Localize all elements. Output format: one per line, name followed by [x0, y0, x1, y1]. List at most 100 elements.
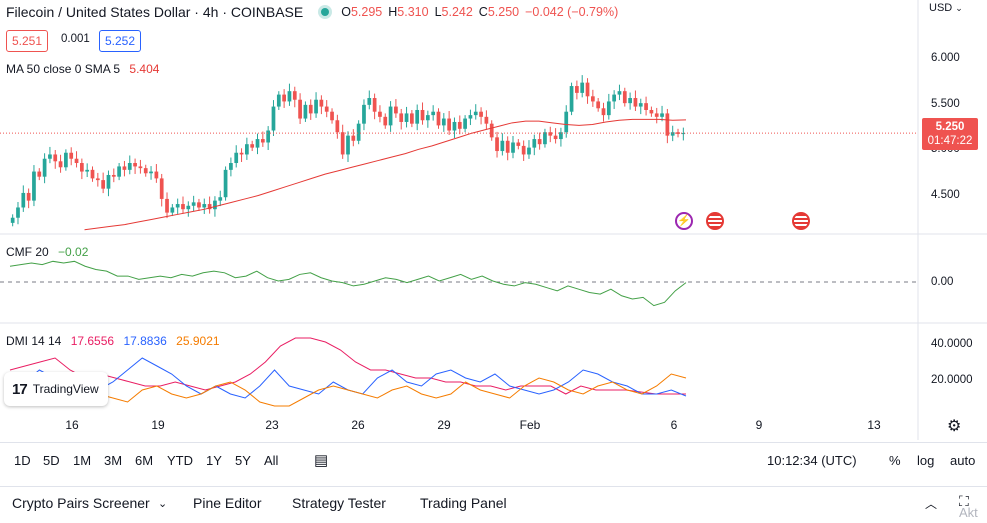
cmf-line [9, 260, 687, 307]
range-5d-button[interactable]: 5D [43, 453, 60, 468]
symbol-header: Filecoin / United States Dollar · 4h · C… [6, 4, 624, 20]
candle-body [633, 98, 638, 107]
date-range-calendar-icon[interactable]: ▤ [314, 452, 329, 469]
range-1d-button[interactable]: 1D [14, 453, 31, 468]
candle-body [10, 217, 15, 223]
candle-body [580, 82, 585, 93]
candle-body [48, 154, 52, 159]
candle-body [479, 111, 483, 117]
dmi-legend[interactable]: DMI 14 14 17.6556 17.8836 25.9021 [6, 334, 220, 348]
currency-select[interactable]: USD ⌄ [929, 2, 963, 14]
candle-body [324, 106, 329, 112]
candle-body [559, 132, 563, 140]
candle-body [548, 132, 553, 136]
candle-body [64, 152, 68, 168]
candle-body [340, 132, 345, 155]
candle-body [628, 98, 632, 104]
ohlc-value: 5.295 [350, 5, 383, 19]
candle-body [452, 121, 457, 131]
us-flag-event-icon[interactable] [792, 212, 810, 230]
candle-body [543, 132, 547, 145]
candle-body [638, 103, 643, 107]
currency-label: USD [929, 2, 953, 14]
candle-body [271, 106, 276, 131]
dmi-lines-layer [9, 337, 687, 407]
bar-countdown: 01:47:22 [927, 135, 973, 147]
candle-body [670, 132, 675, 136]
candle-body [319, 99, 324, 107]
candle-body [197, 202, 201, 208]
candle-body [266, 130, 271, 143]
market-open-dot-icon [321, 8, 330, 16]
candle-body [218, 197, 223, 201]
tab-pine-editor[interactable]: Pine Editor [193, 495, 262, 511]
candle-body [298, 99, 302, 119]
candle-body [143, 168, 148, 174]
candle-body [356, 123, 361, 141]
price-tick: 6.000 [931, 52, 960, 64]
ohlc-value: 5.310 [397, 5, 429, 19]
clock-time[interactable]: 10:12:34 (UTC) [767, 453, 857, 468]
range-1m-button[interactable]: 1M [73, 453, 92, 468]
candle-body [484, 116, 489, 124]
us-flag-event-icon[interactable] [706, 212, 724, 230]
ohlc-value: 5.242 [441, 5, 473, 19]
buy-price-box[interactable]: 5.252 [99, 30, 142, 52]
settings-gear-icon[interactable]: ⚙ [947, 418, 962, 435]
ohlc-values: O5.295 H5.310 L5.242 C5.250 −0.042 (−0.79%) [341, 5, 624, 19]
sell-price-box[interactable]: 5.251 [6, 30, 49, 52]
ma-legend[interactable]: MA 50 close 0 SMA 5 5.404 [6, 62, 159, 76]
candle-body [282, 94, 286, 102]
candle-body [457, 121, 462, 129]
tab-trading-panel[interactable]: Trading Panel [420, 495, 507, 511]
candle-body [601, 108, 606, 116]
range-all-button[interactable]: All [264, 453, 279, 468]
dmi-line-2 [9, 357, 687, 399]
tab-crypto-pairs-screener[interactable]: Crypto Pairs Screener [12, 495, 150, 511]
candle-body [138, 166, 143, 169]
candle-body [106, 174, 111, 189]
ohlc-key: L [434, 5, 442, 19]
dmi-tick: 20.0000 [931, 374, 973, 386]
cmf-legend[interactable]: CMF 20 −0.02 [6, 245, 88, 259]
price-tick: 5.500 [931, 98, 960, 110]
watermark-text: Akt [959, 505, 978, 520]
maximize-panel-icon[interactable]: ⛶ [959, 493, 969, 509]
candle-body [213, 200, 217, 210]
dmi-legend-value-2: 17.8836 [123, 334, 167, 348]
log-scale-button[interactable]: log [917, 453, 935, 468]
collapse-panel-chevron-up-icon[interactable]: ︿ [925, 497, 938, 511]
candle-body [58, 161, 63, 168]
candle-body [420, 109, 425, 121]
range-3m-button[interactable]: 3M [104, 453, 123, 468]
candle-body [383, 116, 388, 126]
tradingview-logo[interactable]: 17 TradingView [4, 372, 108, 406]
tab-strategy-tester[interactable]: Strategy Tester [292, 495, 386, 511]
candle-body [292, 91, 297, 100]
chevron-down-icon[interactable]: ⌄ [158, 498, 168, 510]
range-1y-button[interactable]: 1Y [206, 453, 222, 468]
range-ytd-button[interactable]: YTD [167, 453, 193, 468]
lightning-event-icon[interactable]: ⚡ [675, 212, 693, 230]
bottom-panel-bar: Crypto Pairs Screener ⌄ Pine Editor Stra… [0, 486, 987, 523]
range-5y-button[interactable]: 5Y [235, 453, 251, 468]
percent-scale-button[interactable]: % [889, 453, 901, 468]
candle-body [447, 118, 451, 131]
candle-body [239, 152, 244, 155]
x-tick: 16 [65, 418, 79, 432]
symbol-title[interactable]: Filecoin / United States Dollar · 4h · C… [6, 4, 304, 20]
range-6m-button[interactable]: 6M [135, 453, 154, 468]
candle-body [644, 103, 648, 110]
auto-scale-button[interactable]: auto [950, 453, 976, 468]
candle-body [564, 111, 569, 133]
candle-body [527, 147, 531, 155]
ma-line-layer [84, 118, 687, 231]
candle-body [500, 140, 505, 152]
candle-body [181, 204, 185, 210]
candle-body [69, 152, 74, 159]
candle-body [245, 144, 249, 155]
last-price-value: 5.250 [935, 121, 965, 133]
ohlc-key: C [478, 5, 488, 19]
candle-body [431, 111, 436, 116]
